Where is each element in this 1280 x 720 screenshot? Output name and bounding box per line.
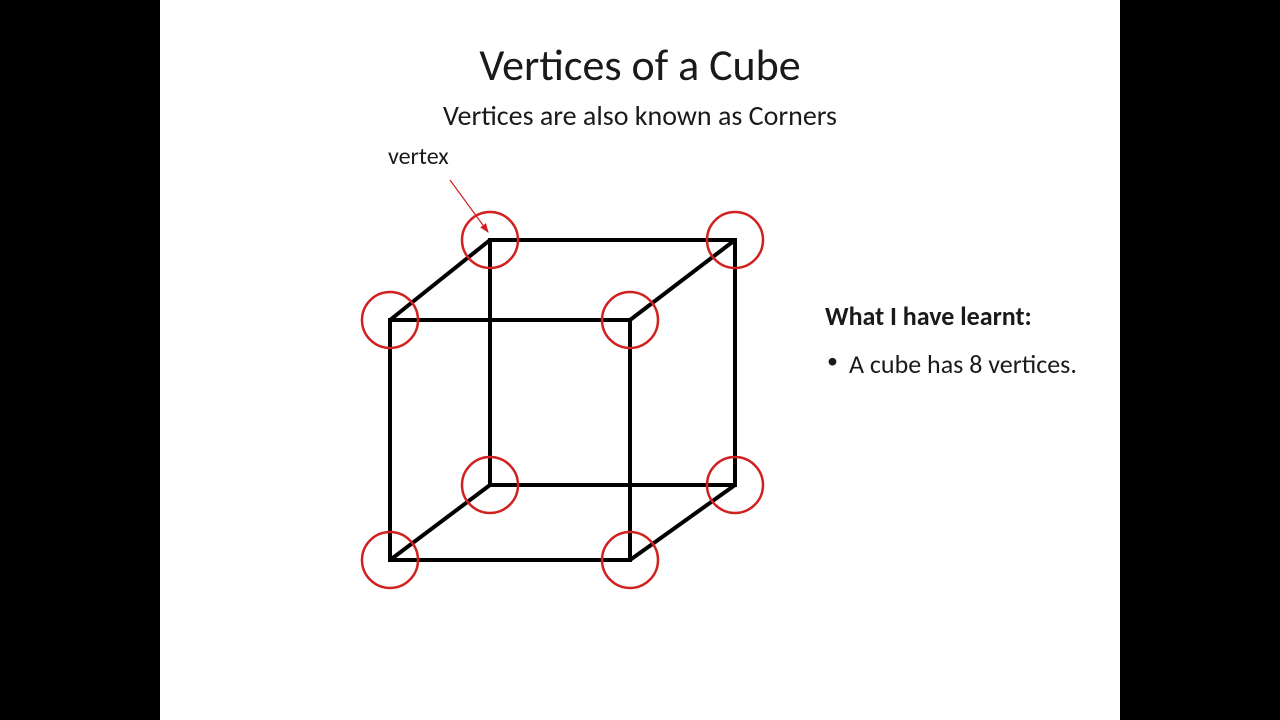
- cube-back-face: [490, 240, 735, 485]
- annotation-arrow: [450, 180, 488, 232]
- cube-edge: [390, 240, 490, 320]
- cube-front-face: [390, 320, 630, 560]
- cube-diagram: [340, 170, 780, 610]
- summary-heading: What I have learnt:: [825, 300, 1245, 332]
- cube-edge: [630, 485, 735, 560]
- summary-panel: What I have learnt: A cube has 8 vertice…: [825, 300, 1245, 382]
- page-subtitle: Vertices are also known as Corners: [160, 98, 1120, 133]
- vertex-annotation-label: vertex: [388, 142, 449, 171]
- cube-edge: [630, 240, 735, 320]
- page-title: Vertices of a Cube: [160, 38, 1120, 92]
- list-item: A cube has 8 vertices.: [849, 346, 1245, 382]
- summary-list: A cube has 8 vertices.: [825, 346, 1245, 382]
- slide: Vertices of a Cube Vertices are also kno…: [160, 0, 1120, 720]
- cube-edge: [390, 485, 490, 560]
